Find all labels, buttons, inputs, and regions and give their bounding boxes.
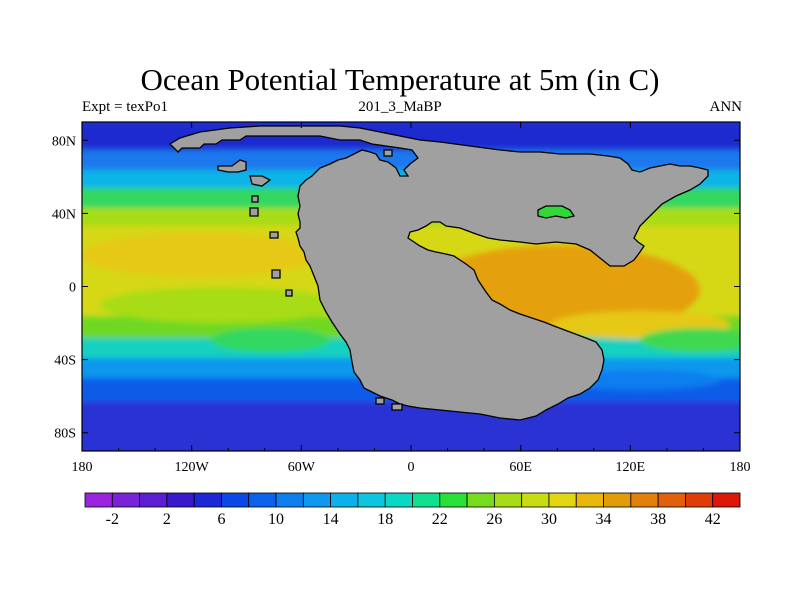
- y-tick-label: 40N: [52, 207, 76, 222]
- y-tick-label: 80S: [54, 427, 76, 442]
- island-chain-1: [251, 195, 259, 203]
- landmass-main: [168, 125, 709, 421]
- axis-labels: 180 120W 60W 0 60E 120E 180 80N 40N 0 40S 80S: [52, 134, 751, 475]
- island-south-2: [391, 403, 403, 411]
- island-chain-4: [271, 269, 281, 279]
- chart-subtitle: 201_3_MaBP: [358, 99, 442, 115]
- colorbar-swatch: [493, 492, 523, 508]
- page-title: Ocean Potential Temperature at 5m (in C): [140, 62, 660, 97]
- sst-south-pacific-green: [210, 328, 330, 352]
- y-tick-label: 80N: [52, 134, 76, 149]
- colorbar-tick-label: 42: [705, 511, 721, 528]
- colorbar-swatch: [111, 492, 140, 508]
- colorbar-swatch: [193, 492, 222, 508]
- season-label: ANN: [709, 99, 743, 115]
- colorbar-swatch: [712, 492, 741, 508]
- colorbar-swatch: [275, 492, 304, 508]
- x-tick-label: 60E: [509, 460, 532, 475]
- sst-pacific-cool-tongue: [100, 287, 340, 323]
- colorbar-tick-label: 34: [596, 511, 612, 528]
- colorbar-tick-label: 10: [268, 511, 284, 528]
- colorbar-tick-label: 22: [432, 511, 448, 528]
- colorbar-swatch: [357, 492, 386, 508]
- colorbar-swatch: [84, 492, 113, 508]
- colorbar-swatch: [548, 492, 577, 508]
- colorbar-swatch: [302, 492, 332, 508]
- island-south-1: [375, 397, 385, 405]
- colorbar-swatch: [439, 492, 468, 508]
- colorbar-swatch: [630, 492, 659, 508]
- colorbar-swatch: [466, 492, 495, 508]
- colorbar-swatch: [412, 492, 441, 508]
- colorbar-swatch: [603, 492, 632, 508]
- experiment-label: Expt = texPo1: [82, 99, 168, 115]
- inland-sea: [537, 205, 576, 219]
- island-north-atlantic: [249, 175, 272, 187]
- sst-pacific-warm: [82, 233, 320, 277]
- y-tick-label: 0: [69, 281, 76, 296]
- colorbar-tick-label: 38: [650, 511, 666, 528]
- colorbar-swatch: [248, 492, 277, 508]
- colorbar-swatch: [521, 492, 550, 508]
- y-tick-label: 40S: [54, 354, 76, 369]
- colorbar-tick-label: 6: [217, 511, 225, 528]
- colorbar-swatch: [685, 492, 714, 508]
- axis-ticks: [81, 122, 741, 451]
- island-greenland-fragment: [217, 159, 247, 173]
- colorbar-swatch: [166, 492, 195, 508]
- x-tick-label: 180: [730, 460, 751, 475]
- colorbar-swatch: [657, 492, 686, 508]
- colorbar-swatch: [221, 492, 250, 508]
- x-tick-label: 60W: [288, 460, 316, 475]
- x-tick-label: 120W: [175, 460, 210, 475]
- colorbar-tick-label: 30: [541, 511, 557, 528]
- x-tick-label: 0: [408, 460, 415, 475]
- colorbar-tick-label: 18: [377, 511, 393, 528]
- colorbar-tick-label: 14: [323, 511, 339, 528]
- colorbar-tick-label: 26: [486, 511, 502, 528]
- colorbar-swatch: [575, 492, 604, 508]
- map-plot-area: [82, 122, 740, 451]
- colorbar: [84, 492, 741, 508]
- island-chain-3: [269, 231, 279, 239]
- x-tick-label: 180: [72, 460, 93, 475]
- x-tick-label: 120E: [616, 460, 646, 475]
- colorbar-tick-label: 2: [163, 511, 171, 528]
- island-sea-small: [383, 149, 393, 157]
- colorbar-swatch: [330, 492, 359, 508]
- island-chain-2: [249, 207, 259, 217]
- colorbar-tick-label: -2: [106, 511, 119, 528]
- colorbar-swatch: [384, 492, 413, 508]
- island-chain-5: [285, 289, 293, 297]
- colorbar-swatch: [139, 492, 168, 508]
- sst-band-southern-ocean: [82, 402, 740, 451]
- colorbar-labels: -2 2 6 10 14 18 22 26 30 34 38 42: [106, 511, 721, 528]
- sst-east-green: [640, 328, 740, 352]
